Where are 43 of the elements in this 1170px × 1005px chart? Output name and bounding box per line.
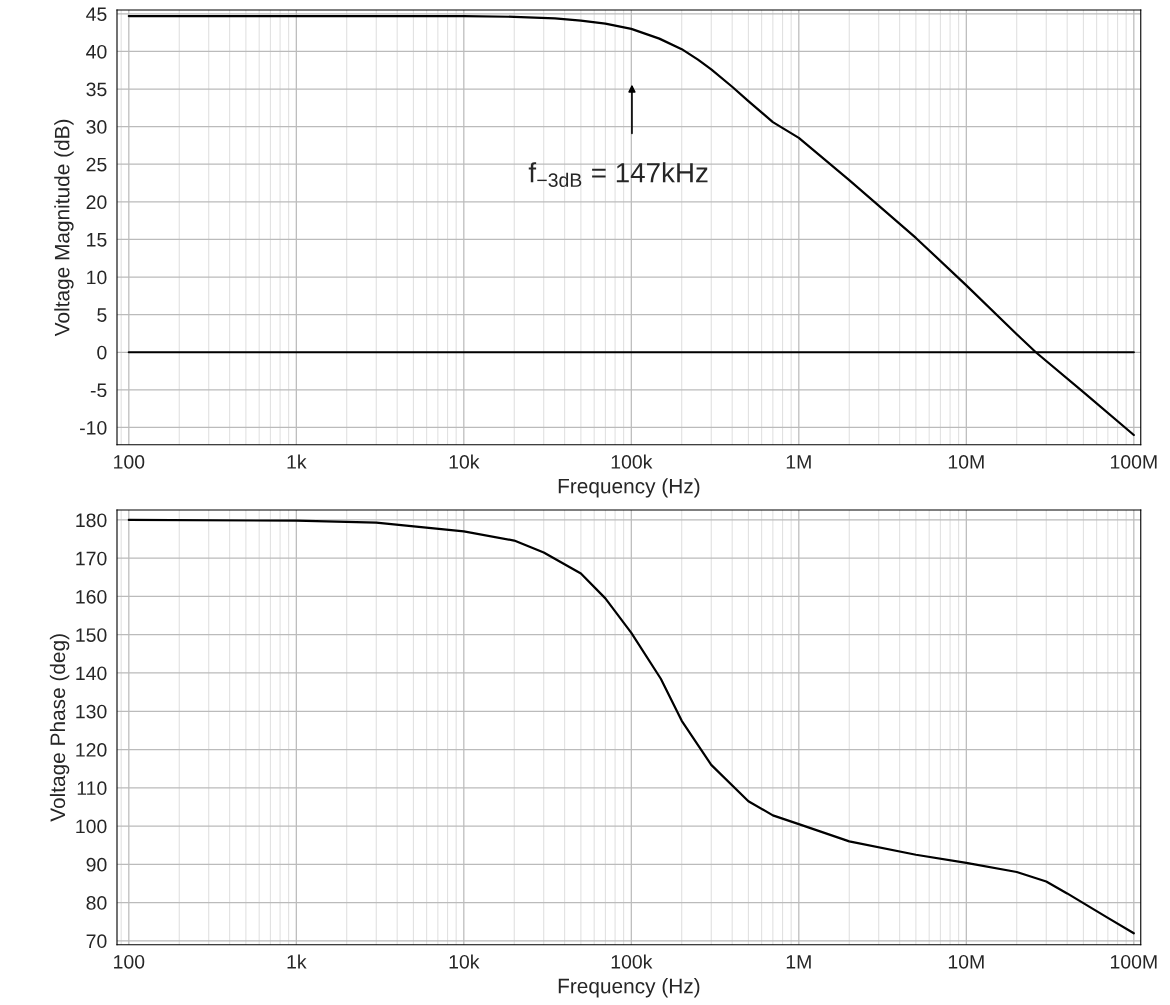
y-tick-label: -5 [90,383,107,398]
y-tick-label: 100 [76,819,107,834]
y-tick-label: 10 [87,270,107,285]
x-tick-label: 1M [786,955,811,969]
y-tick-label: 80 [86,896,107,910]
y-axis-title: Voltage Magnitude (dB) [54,119,74,337]
y-tick-label: 30 [86,120,107,134]
y-tick-label: 20 [86,195,107,210]
y-tick-label: 0 [97,345,107,360]
y-tick-label: -10 [80,420,107,435]
x-tick-label: 10k [449,454,480,469]
x-tick-label: 1k [287,454,307,469]
y-tick-label: 130 [76,704,107,719]
x-tick-label: 10k [449,954,480,969]
x-tick-label: 100M [1110,954,1157,969]
y-tick-label: 120 [76,743,107,757]
x-tick-label: 1M [786,455,811,469]
x-tick-label: 1k [287,954,307,969]
x-axis-title: Frequency (Hz) [558,478,700,498]
y-tick-label: 170 [76,551,107,566]
y-tick-label: 45 [86,7,107,22]
y-tick-label: 110 [77,781,107,796]
x-tick-label: 100k [611,454,653,469]
x-tick-label: 100k [611,954,653,969]
x-tick-label: 100 [114,954,145,969]
y-tick-label: 5 [97,308,107,322]
annotation: f$_{−3dB}$ = 147kHz [528,162,708,188]
x-tick-label: 100M [1110,455,1157,469]
y-tick-label: 40 [86,44,107,59]
x-axis-title: Frequency (Hz) [558,978,700,998]
y-tick-label: 140 [76,666,107,681]
x-tick-label: 10M [948,954,984,969]
y-tick-label: 25 [86,157,107,172]
y-tick-label: 160 [76,589,107,604]
y-tick-label: 150 [76,628,107,642]
y-tick-label: 90 [86,857,107,872]
y-tick-label: 180 [76,513,107,528]
y-tick-label: 15 [87,233,107,247]
x-tick-label: 100 [114,455,145,469]
x-tick-label: 10M [948,455,984,469]
y-axis-title: Voltage Phase (deg) [49,634,70,822]
y-tick-label: 70 [86,934,107,949]
y-tick-label: 35 [86,82,107,97]
